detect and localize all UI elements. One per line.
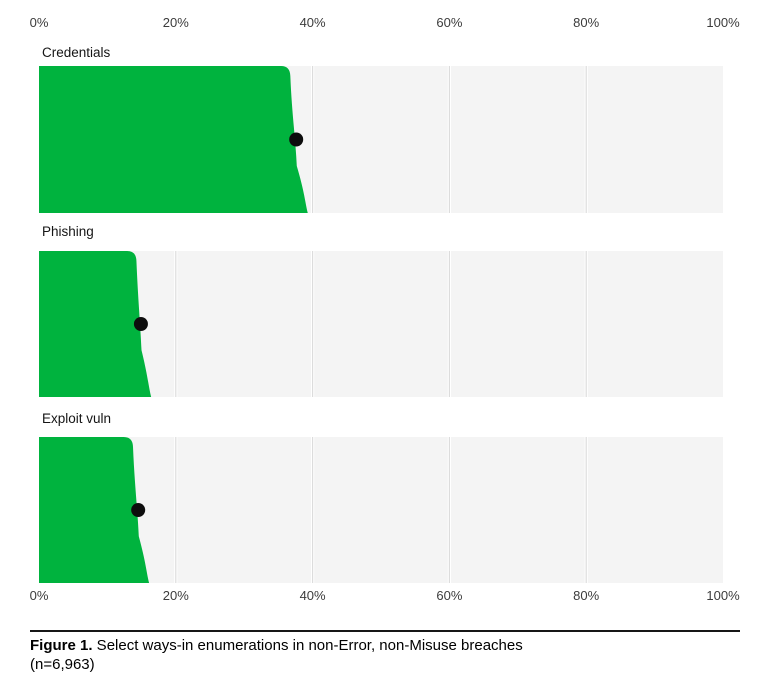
axis-tick-80pct: 80% — [573, 588, 600, 603]
point-estimate-dot — [131, 503, 146, 517]
caption-divider — [30, 630, 740, 632]
axis-tick-40pct: 40% — [299, 588, 326, 603]
category-label-credentials: Credentials — [42, 45, 111, 60]
bar-area-phishing — [39, 251, 152, 397]
axis-tick-60pct: 60% — [436, 588, 463, 603]
axis-tick-100pct: 100% — [706, 588, 740, 603]
bar-track — [39, 251, 723, 397]
bar-area-credentials — [39, 66, 308, 213]
point-estimate-dot — [133, 317, 148, 331]
bar-panel-exploit-vuln — [39, 437, 723, 583]
figure-caption: Figure 1. Select ways-in enumerations in… — [30, 636, 720, 674]
axis-tick-80pct: 80% — [573, 15, 600, 30]
bar-area-exploit-vuln — [39, 437, 150, 583]
caption-sample-size: (n=6,963) — [30, 656, 95, 673]
category-label-exploit-vuln: Exploit vuln — [42, 411, 112, 426]
bar-panel-phishing — [39, 251, 723, 397]
axis-tick-0pct: 0% — [29, 588, 49, 603]
axis-tick-60pct: 60% — [436, 15, 463, 30]
point-estimate-dot — [289, 132, 304, 147]
axis-tick-20pct: 20% — [162, 15, 189, 30]
caption-text: Select ways-in enumerations in non-Error… — [92, 637, 523, 654]
figure-number: Figure 1. — [30, 637, 93, 654]
bar-panel-credentials — [39, 66, 723, 213]
category-label-phishing: Phishing — [42, 224, 94, 239]
axis-tick-40pct: 40% — [299, 15, 326, 30]
axis-tick-20pct: 20% — [162, 588, 189, 603]
axis-tick-100pct: 100% — [706, 15, 740, 30]
axis-tick-0pct: 0% — [29, 15, 49, 30]
bar-track — [39, 437, 723, 583]
